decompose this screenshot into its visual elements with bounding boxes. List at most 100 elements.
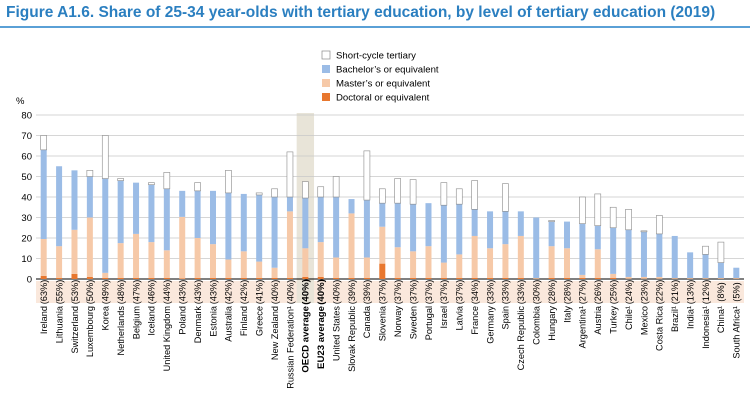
bar-master [163,250,170,278]
value-label: (53%) [70,280,80,305]
bar-short [332,176,340,198]
bar-doctoral [379,263,386,279]
bar-short [86,170,94,177]
value-label: (63%) [39,280,49,305]
value-label: (48%) [116,280,126,305]
category-label: Lithuania [54,305,64,343]
bar-master [625,276,632,279]
bar-bachelor [425,203,432,247]
bar-short [579,196,586,224]
bar-short [40,135,47,151]
bar-bachelor [40,149,47,240]
value-label: (28%) [547,280,557,305]
category-label: Norway [393,306,403,338]
category-label: Greece [254,306,264,336]
bar-master [564,248,570,278]
bar-doctoral [225,277,232,279]
value-label: (27%) [578,280,588,305]
category-label: Belgium [131,306,141,340]
bar-short [101,135,109,179]
bar-short [702,245,709,255]
bar-doctoral [471,277,478,279]
value-label: (44%) [162,280,172,305]
bar-doctoral [286,277,293,279]
bar-master [86,217,93,277]
bar-doctoral [302,276,309,279]
bar-bachelor [302,198,309,249]
y-tick-label: 30 [21,213,32,224]
bar-bachelor [610,227,617,274]
bar-bachelor [317,197,324,243]
bar-short [656,215,663,235]
value-label-band [36,281,744,303]
bar-doctoral [610,277,617,279]
bar-master [317,242,324,277]
bar-short [379,188,386,204]
bar-master [548,246,555,278]
value-label: (46%) [147,280,157,305]
legend-label-doctoral: Doctoral or equivalent [336,93,430,104]
value-label: (22%) [655,280,665,305]
bar-doctoral [487,277,494,279]
title-divider [0,26,750,28]
y-tick-label: 60 [21,152,32,163]
bar-master [456,254,463,278]
bar-bachelor [625,229,632,277]
bar-bachelor [71,170,78,230]
bar-master [302,248,309,277]
bar-doctoral [117,277,124,279]
value-label: (28%) [562,280,572,305]
value-label: (39%) [347,280,357,305]
bar-bachelor [210,190,216,245]
value-label: (26%) [593,280,603,305]
bar-bachelor [502,211,509,245]
bar-short [455,188,463,205]
category-label: India¹ [685,306,695,329]
bar-master [256,261,263,278]
bar-master [194,238,201,278]
category-label: Slovak Republic [347,306,357,372]
bar-master [225,259,232,278]
bar-short [255,192,263,196]
category-label: Sweden [408,306,418,339]
bar-bachelor [548,221,555,247]
bar-doctoral [317,276,324,279]
bar-bachelor [179,190,186,217]
bar-short [286,151,294,198]
bar-bachelor [487,211,494,249]
y-tick-label: 10 [21,254,32,265]
bar-bachelor [394,203,401,248]
value-label: (23%) [639,280,649,305]
category-label: Costa Rica [655,305,665,351]
value-label: (49%) [101,280,111,305]
bar-bachelor [564,221,570,249]
bar-bachelor [256,194,263,262]
bar-bachelor [640,231,647,277]
bar-bachelor [471,209,478,236]
bar-bachelor [517,211,524,236]
bar-bachelor [671,235,678,278]
legend-label-short: Short-cycle tertiary [336,51,416,62]
category-label: Latvia [455,305,465,330]
bar-master [210,244,216,278]
category-label: Iceland [147,306,157,336]
bar-doctoral [133,277,140,279]
bar-short [471,180,478,210]
category-label: Italy [562,306,572,323]
value-label: (47%) [131,280,141,305]
value-label: (55%) [54,280,64,305]
bar-master [717,277,724,279]
bar-short [117,178,124,181]
bar-bachelor [102,178,109,273]
bar-bachelor [148,184,155,243]
bar-bachelor [594,225,601,250]
bar-bachelor [656,233,663,277]
bar-doctoral [548,277,555,279]
category-label: United Kingdom [162,306,172,372]
bar-bachelor [410,204,417,252]
bar-doctoral [194,277,201,279]
bar-doctoral [410,277,417,279]
bar-bachelor [86,176,93,218]
bar-master [379,226,386,264]
bar-doctoral [564,277,570,279]
